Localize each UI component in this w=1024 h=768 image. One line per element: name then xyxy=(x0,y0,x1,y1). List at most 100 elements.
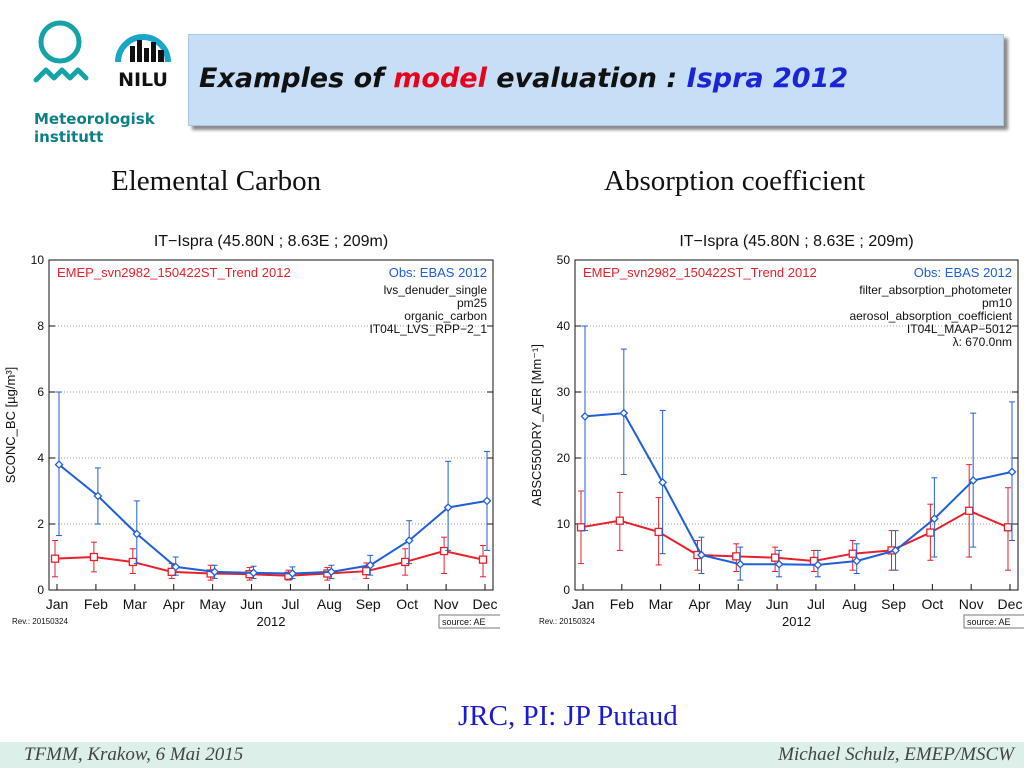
x-tick-label: Sep xyxy=(881,596,906,612)
series-line xyxy=(580,509,1009,562)
data-point xyxy=(929,514,939,524)
met-institute-wordmark: Meteorologisk institutt xyxy=(34,110,155,146)
x-tick-label: Dec xyxy=(473,596,498,612)
x-tick-label: Mar xyxy=(123,596,147,612)
data-point xyxy=(482,496,492,506)
data-point xyxy=(658,478,668,487)
x-tick-label: Nov xyxy=(959,596,984,612)
data-point xyxy=(813,560,823,570)
obs-info-line: filter_absorption_photometer xyxy=(859,283,1012,297)
revision-label: Rev.: 20150324 xyxy=(12,617,68,626)
x-tick-label: Jul xyxy=(807,596,825,612)
data-point xyxy=(580,412,590,421)
data-point xyxy=(50,554,60,563)
data-point xyxy=(326,567,336,577)
x-tick-label: Apr xyxy=(163,596,185,612)
y-tick-label: 10 xyxy=(557,517,571,531)
title-middle: evaluation : xyxy=(486,63,687,94)
x-tick-label: Feb xyxy=(84,596,108,612)
data-point xyxy=(210,567,220,577)
x-tick-label: Dec xyxy=(998,596,1023,612)
legend-model-label: EMEP_svn2982_150422ST_Trend 2012 xyxy=(583,265,817,280)
obs-info-line: IT04L_LVS_RPP−2_1 xyxy=(369,322,487,336)
data-point xyxy=(128,557,137,567)
data-point xyxy=(852,556,862,566)
footer-bar: TFMM, Krakow, 6 Mai 2015 Michael Schulz,… xyxy=(0,742,1024,768)
y-tick-label: 2 xyxy=(37,517,44,531)
x-axis-label: 2012 xyxy=(782,614,811,629)
x-tick-label: Jun xyxy=(240,596,263,612)
data-point xyxy=(288,569,297,578)
data-point xyxy=(848,549,857,558)
data-point xyxy=(615,516,624,525)
data-point xyxy=(735,559,745,569)
data-point xyxy=(439,546,449,556)
data-point xyxy=(1007,467,1017,477)
met-wordmark-line1: Meteorologisk xyxy=(34,110,155,128)
data-point xyxy=(171,562,181,572)
y-tick-label: 10 xyxy=(31,253,45,267)
y-tick-label: 50 xyxy=(557,253,571,267)
data-point xyxy=(1003,523,1013,532)
x-tick-label: May xyxy=(725,596,751,612)
x-tick-label: Aug xyxy=(317,596,342,612)
legend-model-label: EMEP_svn2982_150422ST_Trend 2012 xyxy=(57,265,291,280)
legend-obs-label: Obs: EBAS 2012 xyxy=(914,265,1012,280)
footer-left: TFMM, Krakow, 6 Mai 2015 xyxy=(24,744,244,765)
plot-title: IT−Ispra (45.80N ; 8.63E ; 209m) xyxy=(679,233,913,250)
obs-series xyxy=(580,325,1017,581)
y-tick-label: 8 xyxy=(37,319,44,333)
legend-obs-label: Obs: EBAS 2012 xyxy=(389,265,487,280)
obs-info-line: pm25 xyxy=(457,296,487,310)
plot-frame xyxy=(48,259,494,591)
y-tick-label: 20 xyxy=(557,451,571,465)
revision-label: Rev.: 20150324 xyxy=(539,617,595,626)
source-box xyxy=(963,614,1024,629)
x-axis-label: 2012 xyxy=(257,614,286,629)
x-tick-label: Nov xyxy=(434,596,459,612)
y-tick-label: 40 xyxy=(557,319,571,333)
y-tick-label: 4 xyxy=(37,451,44,465)
data-point xyxy=(362,567,371,576)
x-tick-label: Sep xyxy=(356,596,381,612)
elemental-carbon-chart: IT−Ispra (45.80N ; 8.63E ; 209m) 0 2 4 6 8 10 S… xyxy=(3,233,500,629)
x-tick-label: Apr xyxy=(689,596,711,612)
x-tick-label: Jan xyxy=(572,596,595,612)
x-tick-label: Oct xyxy=(396,596,418,612)
series-line xyxy=(58,463,488,575)
obs-info-line: aerosol_absorption_coefficient xyxy=(849,309,1012,323)
data-point xyxy=(404,536,414,545)
x-tick-label: Jan xyxy=(46,596,69,612)
data-point xyxy=(443,503,453,512)
title-banner: Examples of model evaluation : Ispra 201… xyxy=(188,34,1004,126)
nilu-wordmark: NILU xyxy=(118,69,168,91)
x-tick-label: Jun xyxy=(766,596,789,612)
title-prefix: Examples of xyxy=(199,63,394,94)
series-line xyxy=(54,550,484,577)
obs-info-line: organic_carbon xyxy=(404,309,487,323)
series-line xyxy=(584,412,1013,566)
data-point xyxy=(132,529,142,539)
plot-title: IT−Ispra (45.80N ; 8.63E ; 209m) xyxy=(154,233,388,250)
data-point xyxy=(891,545,900,555)
x-tick-label: Aug xyxy=(842,596,867,612)
x-tick-label: Feb xyxy=(610,596,634,612)
model-series xyxy=(50,536,488,581)
source-label: source: AE xyxy=(967,617,1011,627)
right-chart-heading: Absorption coefficient xyxy=(604,165,866,197)
plot-frame xyxy=(574,259,1019,591)
data-point xyxy=(965,506,974,515)
data-point xyxy=(576,523,586,532)
y-tick-label: 0 xyxy=(563,583,570,597)
y-axis-label: ABSC550DRY_AER [Mm⁻¹] xyxy=(529,344,544,506)
data-point xyxy=(926,528,935,537)
data-point xyxy=(93,491,103,501)
absorption-coefficient-chart: IT−Ispra (45.80N ; 8.63E ; 209m) 0 10 20 30 4… xyxy=(529,233,1024,629)
left-chart-heading: Elemental Carbon xyxy=(111,165,322,197)
data-point xyxy=(770,553,780,562)
data-point xyxy=(654,527,663,537)
x-tick-label: May xyxy=(199,596,225,612)
data-point xyxy=(619,408,629,418)
x-tick-label: Mar xyxy=(649,596,673,612)
obs-series xyxy=(54,391,492,579)
